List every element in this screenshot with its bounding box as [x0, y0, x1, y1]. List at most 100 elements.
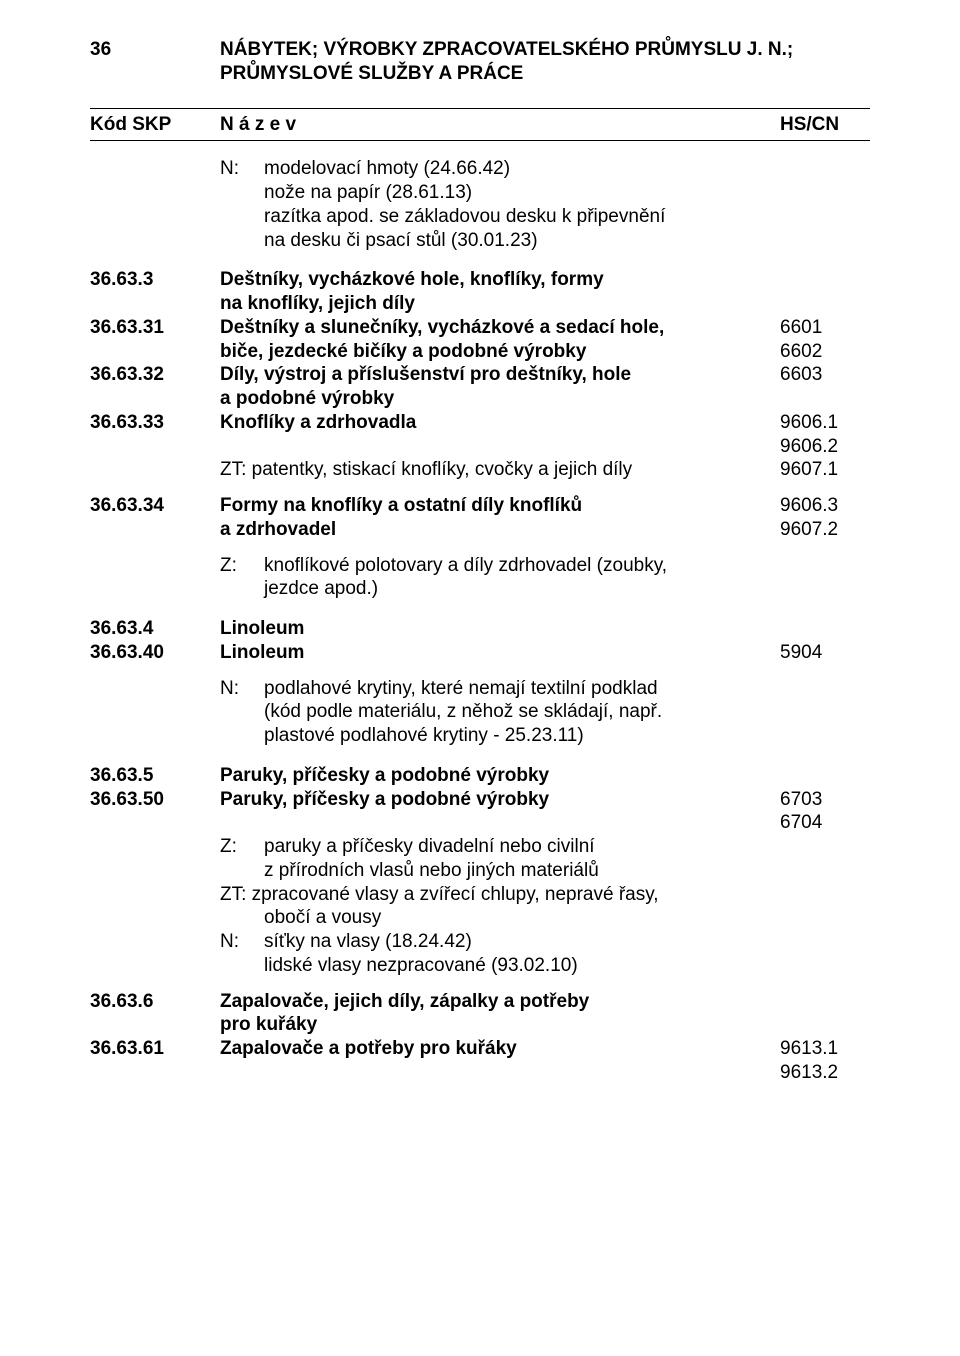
note-line: plastové podlahové krytiny - 25.23.11)	[220, 724, 780, 748]
note-text: (kód podle materiálu, z něhož se skládaj…	[264, 700, 780, 724]
note-tag	[220, 181, 264, 205]
code: 36.63.61	[90, 1037, 220, 1061]
hs: 6602	[780, 340, 870, 364]
note-line: Z: knoflíkové polotovary a díly zdrhovad…	[220, 554, 780, 578]
section-36-63-50-hs2: 6704	[90, 811, 870, 835]
note-text: plastové podlahové krytiny - 25.23.11)	[264, 724, 780, 748]
hs: 6703	[780, 788, 870, 812]
hs: 9613.2	[780, 1061, 870, 1085]
header-title-line1: NÁBYTEK; VÝROBKY ZPRACOVATELSKÉHO PRŮMYS…	[220, 38, 870, 62]
note-line: N: modelovací hmoty (24.66.42)	[220, 157, 780, 181]
zt-text: ZT: patentky, stiskací knoflíky, cvočky …	[220, 458, 780, 482]
note-tag	[220, 577, 264, 601]
name: Paruky, příčesky a podobné výrobky	[220, 788, 780, 812]
name: biče, jezdecké bičíky a podobné výrobky	[220, 340, 780, 364]
name: Linoleum	[220, 641, 780, 665]
code: 36.63.5	[90, 764, 220, 788]
header-number: 36	[90, 38, 220, 86]
code: 36.63.4	[90, 617, 220, 641]
note-line: nože na papír (28.61.13)	[220, 181, 780, 205]
section-36-63-3: 36.63.3 Deštníky, vycházkové hole, knofl…	[90, 268, 870, 292]
name: na knoflíky, jejich díly	[220, 292, 780, 316]
col-nazev: N á z e v	[220, 113, 780, 137]
section-36-63-33: 36.63.33 Knoflíky a zdrhovadla 9606.1	[90, 411, 870, 435]
note-tag: Z:	[220, 554, 264, 578]
note-text: obočí a vousy	[264, 906, 780, 930]
note-line: jezdce apod.)	[220, 577, 780, 601]
section-36-63-33-hs2: 9606.2	[90, 435, 870, 459]
section-36-63-31: 36.63.31 Deštníky a slunečníky, vycházko…	[90, 316, 870, 340]
note-tag: N:	[220, 157, 264, 181]
note-text: lidské vlasy nezpracované (93.02.10)	[264, 954, 780, 978]
code: 36.63.50	[90, 788, 220, 812]
note-text: síťky na vlasy (18.24.42)	[264, 930, 780, 954]
section-36-63-3-cont: na knoflíky, jejich díly	[90, 292, 870, 316]
section-36-63-34-cont: a zdrhovadel 9607.2	[90, 518, 870, 542]
note-line: lidské vlasy nezpracované (93.02.10)	[220, 954, 780, 978]
document-header: 36 NÁBYTEK; VÝROBKY ZPRACOVATELSKÉHO PRŮ…	[90, 38, 870, 86]
zt-text: ZT: zpracované vlasy a zvířecí chlupy, n…	[220, 883, 780, 907]
header-title: NÁBYTEK; VÝROBKY ZPRACOVATELSKÉHO PRŮMYS…	[220, 38, 870, 86]
note-tag	[220, 724, 264, 748]
name: pro kuřáky	[220, 1013, 780, 1037]
note-tag: N:	[220, 930, 264, 954]
note-text: razítka apod. se základovou desku k přip…	[264, 205, 780, 229]
table-header: Kód SKP N á z e v HS/CN	[90, 108, 870, 142]
section-36-63-5: 36.63.5 Paruky, příčesky a podobné výrob…	[90, 764, 870, 788]
note-text: na desku či psací stůl (30.01.23)	[264, 229, 780, 253]
code: 36.63.6	[90, 990, 220, 1014]
code: 36.63.3	[90, 268, 220, 292]
hs: 9606.2	[780, 435, 870, 459]
note-text: nože na papír (28.61.13)	[264, 181, 780, 205]
note-line: N: síťky na vlasy (18.24.42)	[220, 930, 780, 954]
hs: 9606.3	[780, 494, 870, 518]
code: 36.63.40	[90, 641, 220, 665]
name: Zapalovače, jejich díly, zápalky a potře…	[220, 990, 780, 1014]
note-tag	[220, 700, 264, 724]
note-tag	[220, 859, 264, 883]
hs: 6603	[780, 363, 870, 387]
note-line: Z: paruky a příčesky divadelní nebo civi…	[220, 835, 780, 859]
note-tag	[220, 229, 264, 253]
section-36-63-34-znote: Z: knoflíkové polotovary a díly zdrhovad…	[220, 554, 780, 602]
section-36-63-50-notes: Z: paruky a příčesky divadelní nebo civi…	[220, 835, 780, 883]
name: Díly, výstroj a příslušenství pro deštní…	[220, 363, 780, 387]
header-title-line2: PRŮMYSLOVÉ SLUŽBY A PRÁCE	[220, 62, 870, 86]
name: a zdrhovadel	[220, 518, 780, 542]
hs: 9607.1	[780, 458, 870, 482]
section-36-63-31-cont: biče, jezdecké bičíky a podobné výrobky …	[90, 340, 870, 364]
name: Linoleum	[220, 617, 780, 641]
section-36-63-34: 36.63.34 Formy na knoflíky a ostatní díl…	[90, 494, 870, 518]
name: Paruky, příčesky a podobné výrobky	[220, 764, 780, 788]
section-36-63-6: 36.63.6 Zapalovače, jejich díly, zápalky…	[90, 990, 870, 1014]
note-line: N: podlahové krytiny, které nemají texti…	[220, 677, 780, 701]
intro-note-block: N: modelovací hmoty (24.66.42) nože na p…	[220, 157, 780, 252]
section-36-63-32: 36.63.32 Díly, výstroj a příslušenství p…	[90, 363, 870, 387]
note-line: na desku či psací stůl (30.01.23)	[220, 229, 780, 253]
name: Knoflíky a zdrhovadla	[220, 411, 780, 435]
code: 36.63.33	[90, 411, 220, 435]
note-line: obočí a vousy	[220, 906, 780, 930]
note-line: razítka apod. se základovou desku k přip…	[220, 205, 780, 229]
section-36-63-32-cont: a podobné výrobky	[90, 387, 870, 411]
section-36-63-61-hs2: 9613.2	[90, 1061, 870, 1085]
note-line: z přírodních vlasů nebo jiných materiálů	[220, 859, 780, 883]
name: Zapalovače a potřeby pro kuřáky	[220, 1037, 780, 1061]
section-36-63-6-cont: pro kuřáky	[90, 1013, 870, 1037]
section-36-63-61: 36.63.61 Zapalovače a potřeby pro kuřáky…	[90, 1037, 870, 1061]
col-hscn: HS/CN	[780, 113, 870, 137]
section-36-63-50: 36.63.50 Paruky, příčesky a podobné výro…	[90, 788, 870, 812]
note-tag: N:	[220, 677, 264, 701]
name: Deštníky a slunečníky, vycházkové a seda…	[220, 316, 780, 340]
code: 36.63.31	[90, 316, 220, 340]
note-text: paruky a příčesky divadelní nebo civilní	[264, 835, 780, 859]
code: 36.63.32	[90, 363, 220, 387]
note-text: modelovací hmoty (24.66.42)	[264, 157, 780, 181]
note-text: podlahové krytiny, které nemají textilní…	[264, 677, 780, 701]
name: Formy na knoflíky a ostatní díly knoflík…	[220, 494, 780, 518]
section-36-63-33-zt: ZT: patentky, stiskací knoflíky, cvočky …	[90, 458, 870, 482]
note-text: jezdce apod.)	[264, 577, 780, 601]
hs: 9613.1	[780, 1037, 870, 1061]
hs: 6601	[780, 316, 870, 340]
section-36-63-40: 36.63.40 Linoleum 5904	[90, 641, 870, 665]
